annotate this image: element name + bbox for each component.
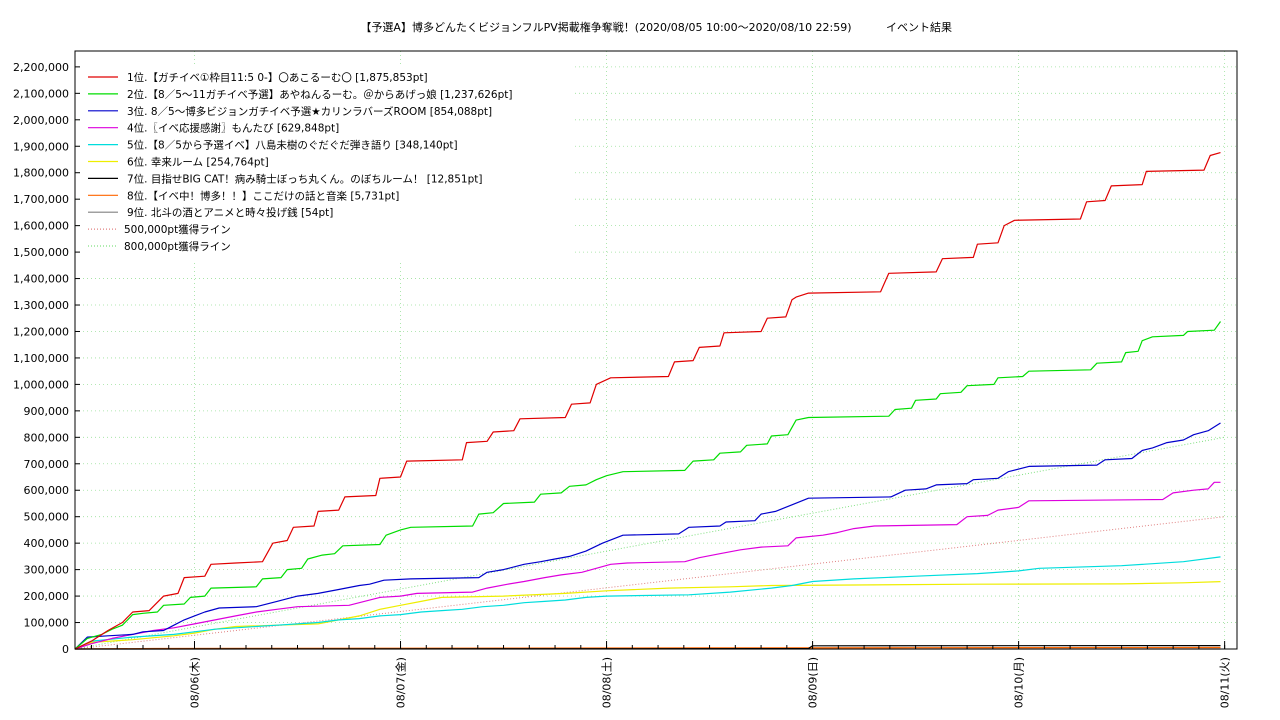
x-tick-label: 08/07(金) xyxy=(394,657,408,708)
chart-subtitle: イベント結果 xyxy=(886,20,952,34)
y-tick-label: 1,100,000 xyxy=(13,352,69,365)
y-tick-label: 100,000 xyxy=(24,617,70,630)
y-tick-label: 600,000 xyxy=(24,484,70,497)
y-tick-label: 1,700,000 xyxy=(13,193,69,206)
x-tick-label: 08/08(土) xyxy=(601,657,614,708)
y-tick-label: 900,000 xyxy=(24,405,70,418)
x-tick-label: 08/11(火) xyxy=(1219,657,1232,708)
legend-label: 800,000pt獲得ライン xyxy=(124,240,231,253)
legend-label: 6位. 幸来ルーム [254,764pt] xyxy=(127,156,269,169)
grid xyxy=(75,51,1237,650)
y-tick-label: 1,000,000 xyxy=(13,378,69,391)
series-line-4 xyxy=(74,481,1221,650)
legend-label: 4位.〖イベ応援感謝〗もんたび [629,848pt] xyxy=(127,122,339,135)
y-tick-label: 200,000 xyxy=(24,590,70,603)
legend: 1位.【ガチイベ①枠目11:5 0-】〇あこるーむ〇 [1,875,853pt]… xyxy=(82,64,572,260)
plot-frame xyxy=(74,50,1238,650)
y-tick-label: 400,000 xyxy=(24,537,70,550)
x-axis: 08/06(木) 08/07(金) 08/08(土) 08/09(日) 08/10(月)… xyxy=(90,641,1232,708)
x-tick-label: 08/06(木) xyxy=(188,657,201,708)
y-tick-label: 1,800,000 xyxy=(13,167,69,180)
y-tick-label: 0 xyxy=(62,643,69,656)
y-tick-label: 1,400,000 xyxy=(13,273,69,286)
y-tick-label: 2,100,000 xyxy=(13,87,69,100)
y-axis: 0 100,000 200,000 300,000 400,000 500,000 600,… xyxy=(13,61,80,656)
legend-label: 8位.【イベ中！博多！！】ここだけの話と音楽 [5,731pt] xyxy=(127,189,399,202)
series-line-6 xyxy=(74,581,1221,650)
legend-label: 9位. 北斗の酒とアニメと時々投げ銭 [54pt] xyxy=(127,206,333,219)
legend-label: 500,000pt獲得ライン xyxy=(124,223,231,236)
legend-label: 7位. 目指せBIG CAT！病み騎士ぼっち丸くん。のぼちルーム！ [12,85… xyxy=(127,172,482,185)
series-line-1 xyxy=(74,152,1221,650)
y-tick-label: 300,000 xyxy=(24,564,70,577)
legend-box xyxy=(82,64,572,260)
y-tick-label: 700,000 xyxy=(24,458,70,471)
y-tick-label: 1,600,000 xyxy=(13,220,69,233)
y-tick-label: 2,200,000 xyxy=(13,61,69,74)
y-tick-label: 1,200,000 xyxy=(13,325,69,338)
series-line-3 xyxy=(74,422,1221,650)
legend-label: 5位.【8／5から予選イベ】八島未樹のぐだぐだ弾き語り [348,140pt] xyxy=(127,139,458,152)
y-tick-label: 800,000 xyxy=(24,431,70,444)
y-tick-label: 2,000,000 xyxy=(13,114,69,127)
chart-title: 【予選A】博多どんたくビジョンフルPV掲載権争奪戦！(2020/08/05 10… xyxy=(360,20,851,34)
x-tick-label: 08/09(日) xyxy=(807,657,820,708)
y-tick-label: 1,900,000 xyxy=(13,140,69,153)
reference-line-1 xyxy=(74,516,1225,650)
y-tick-label: 1,500,000 xyxy=(13,246,69,259)
y-tick-label: 1,300,000 xyxy=(13,299,69,312)
reference-lines xyxy=(74,436,1225,650)
legend-label: 1位.【ガチイベ①枠目11:5 0-】〇あこるーむ〇 [1,875,853pt] xyxy=(127,71,428,84)
y-tick-label: 500,000 xyxy=(24,511,70,524)
legend-label: 2位.【8／5〜11ガチイベ予選】あやねんるーむ。＠からあげっ娘 [1,237,… xyxy=(127,88,513,101)
series-line-2 xyxy=(74,321,1221,650)
legend-label: 3位. 8／5〜博多ビジョンガチイベ予選★カリンラバーズROOM [854,08… xyxy=(127,105,492,118)
x-tick-label: 08/10(月) xyxy=(1013,657,1026,708)
series-line-5 xyxy=(74,556,1221,650)
